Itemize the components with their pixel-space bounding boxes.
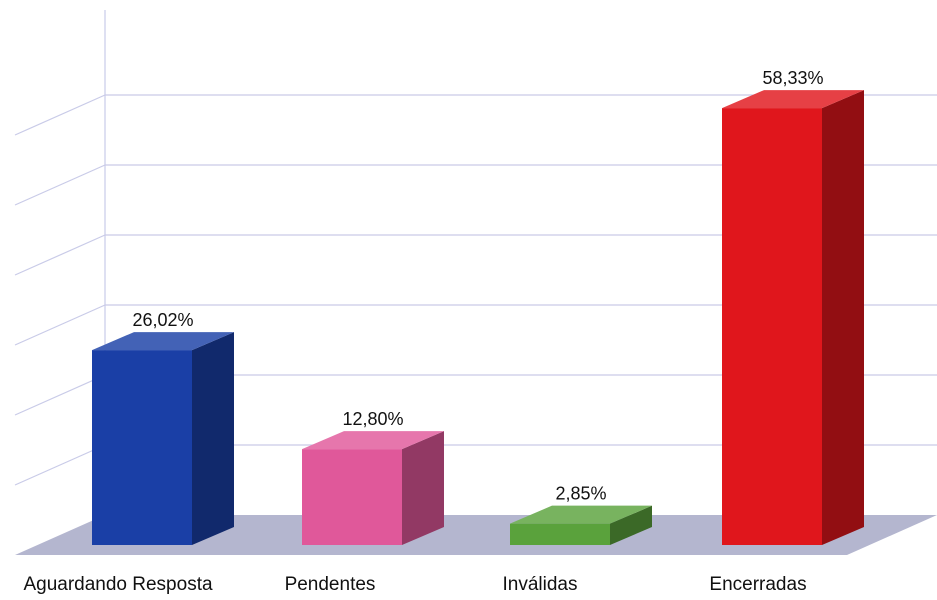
chart-floor: [15, 515, 937, 555]
x-tick-label: Aguardando Resposta: [23, 574, 213, 595]
bar-front: [722, 108, 822, 545]
bar-1: [302, 431, 444, 545]
bar-front: [302, 449, 402, 545]
bar-front: [92, 350, 192, 545]
bar-front: [510, 523, 610, 545]
gridline-side: [14, 374, 106, 416]
x-tick-labels: Aguardando Resposta Pendentes Inválidas Enc…: [23, 574, 806, 595]
bar-top: [302, 431, 444, 450]
bar-top: [722, 90, 864, 109]
data-label: 26,02%: [132, 310, 193, 330]
gridline-side: [14, 234, 106, 276]
bar-top: [510, 505, 652, 524]
chart-walls: [15, 10, 106, 555]
bar-top: [92, 332, 234, 351]
data-label: 12,80%: [342, 409, 403, 429]
side-wall: [15, 10, 105, 555]
bars: [92, 90, 864, 545]
bar-3: [722, 90, 864, 545]
gridline-side: [14, 444, 106, 486]
data-label: 58,33%: [762, 68, 823, 88]
gridline-side: [14, 94, 106, 136]
x-tick-label: Inválidas: [503, 574, 578, 595]
gridline-side: [14, 164, 106, 206]
bar-side: [822, 90, 864, 545]
gridline-side: [14, 304, 106, 346]
bar-side: [610, 505, 652, 545]
bar-side: [402, 431, 444, 545]
x-tick-label: Pendentes: [285, 574, 376, 595]
bar-0: [92, 332, 234, 545]
x-tick-label: Encerradas: [709, 574, 806, 595]
data-label: 2,85%: [555, 484, 606, 504]
bar-2: [510, 505, 652, 545]
data-labels: 26,02% 12,80% 2,85% 58,33%: [132, 68, 823, 504]
bar-side: [192, 332, 234, 545]
floor-plane: [15, 515, 937, 555]
